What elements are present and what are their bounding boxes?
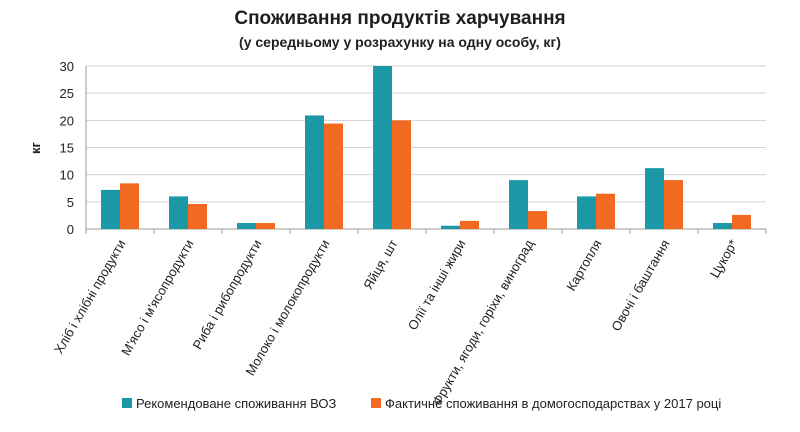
bar-who [509,180,528,229]
grid-lines [85,65,767,234]
y-tick-label: 25 [60,86,74,101]
legend-swatch [371,398,381,408]
y-tick-label: 15 [60,141,74,156]
y-axis-ticks: 0 5 10 15 20 25 30 [60,59,74,237]
y-tick-label: 10 [60,168,74,183]
bar-actual [188,204,207,229]
x-category-label: Риба і рибопродукти [190,237,265,352]
x-category-label: Яйця, шт [360,237,400,292]
bar-actual [596,193,615,229]
legend-swatch [122,398,132,408]
y-tick-label: 30 [60,59,74,74]
y-axis-label: кг [28,141,43,154]
chart-title: Споживання продуктів харчування [234,8,565,29]
legend-label: Рекомендоване споживання ВОЗ [136,396,336,411]
bar-who [441,225,460,229]
bar-who [373,66,392,229]
x-category-label: Овочі і баштання [608,237,672,334]
bar-actual [528,211,547,229]
bar-who [577,196,596,229]
bar-actual [664,180,683,229]
bar-who [169,196,188,229]
chart-subtitle: (у середньому у розрахунку на одну особу… [239,34,561,50]
x-category-label: Цукор* [707,237,741,280]
bar-who [101,189,120,229]
x-category-label: Хліб і хлібні продукти [51,237,129,356]
x-category-label: М'ясо і м'ясопродукти [118,237,197,358]
bar-who [713,223,732,229]
bar-actual [324,123,343,229]
bar-actual [732,214,751,229]
bar-actual [460,220,479,229]
bar-actual [392,120,411,229]
x-category-label: Картопля [563,237,604,293]
y-tick-label: 20 [60,113,74,128]
legend-label: Фактичне споживання в домогосподарствах … [385,396,721,411]
y-tick-label: 5 [67,195,74,210]
x-category-label: Олії та інші жири [405,237,469,333]
bar-who [645,168,664,229]
bars [101,66,751,229]
bar-who [237,223,256,229]
bar-actual [120,183,139,229]
legend: Рекомендоване споживання ВОЗ Фактичне спо… [122,396,721,411]
bar-actual [256,223,275,229]
y-tick-label: 0 [67,222,74,237]
bar-who [305,115,324,229]
